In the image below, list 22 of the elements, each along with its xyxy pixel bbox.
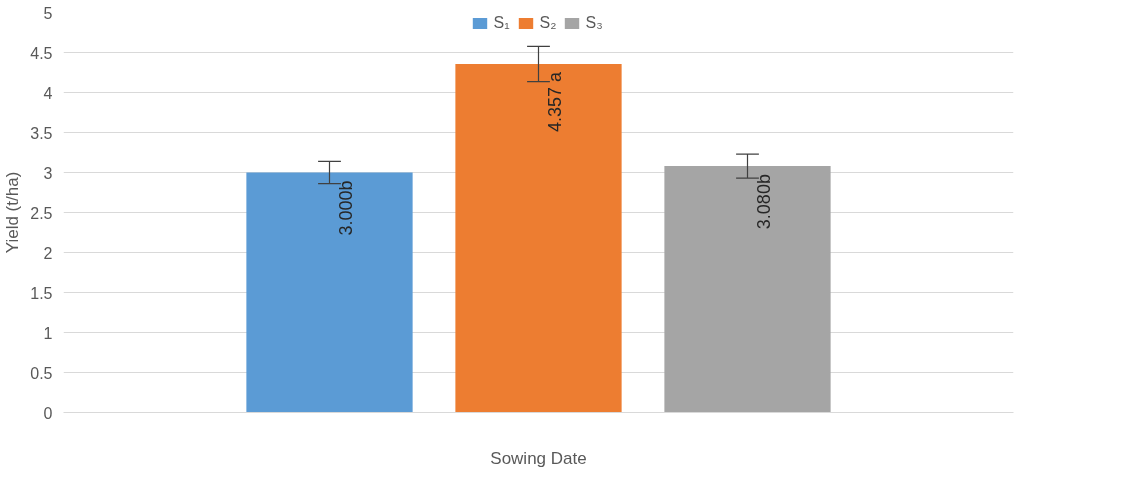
y-tick-label: 2.5: [30, 204, 53, 222]
data-label: 4.357 a: [544, 70, 565, 132]
y-tick-label: 4.5: [30, 44, 53, 62]
y-tick-label: 3.5: [30, 124, 53, 142]
y-tick-label: 1.5: [30, 284, 53, 302]
y-tick-label: 0: [43, 404, 53, 422]
y-tick-label: 0.5: [30, 364, 53, 382]
x-axis-title: Sowing Date: [490, 448, 587, 468]
legend-label: S₁: [493, 14, 511, 32]
y-axis-title: Yield (t/ha): [3, 171, 23, 254]
data-label: 3.000b: [335, 180, 356, 236]
legend-label: S₃: [585, 14, 604, 32]
y-tick-label: 3: [43, 164, 53, 182]
y-tick-label: 5: [43, 4, 53, 22]
y-tick-label: 1: [43, 324, 53, 342]
y-tick-label: 2: [43, 244, 53, 262]
bar: [455, 63, 622, 413]
bar: [664, 166, 831, 413]
bar: [246, 172, 413, 413]
data-label: 3.080b: [753, 174, 774, 230]
legend-label: S₂: [539, 14, 558, 32]
y-tick-label: 4: [43, 84, 53, 102]
